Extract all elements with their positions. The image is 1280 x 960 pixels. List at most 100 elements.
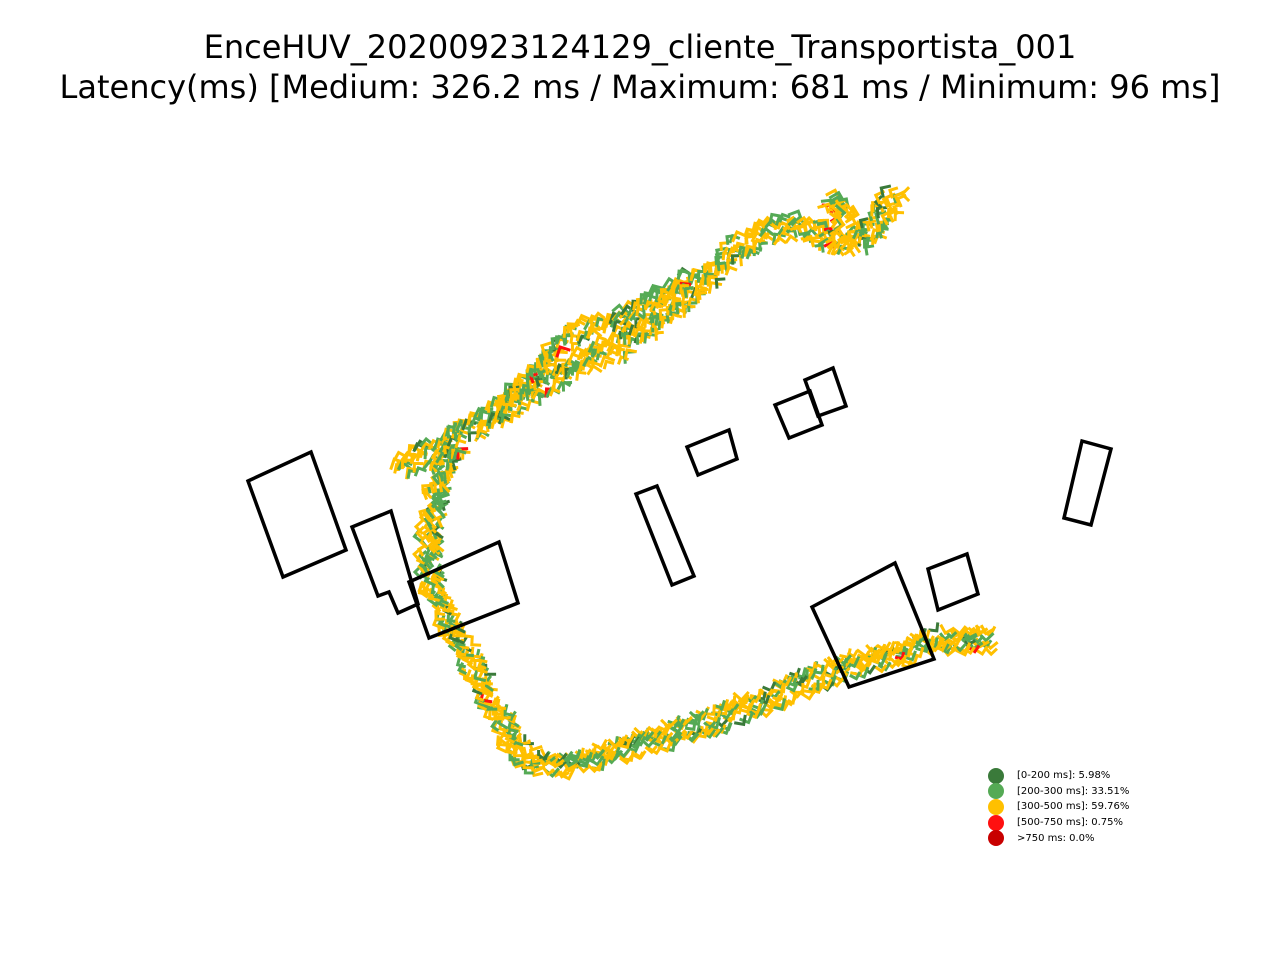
latency-sample-mark bbox=[598, 756, 610, 767]
latency-sample-mark bbox=[706, 274, 718, 287]
latency-sample-mark bbox=[734, 241, 745, 251]
latency-sample-mark bbox=[662, 294, 676, 306]
latency-sample-mark bbox=[492, 695, 502, 709]
latency-sample-mark bbox=[799, 688, 817, 701]
legend-label: [0-200 ms]: 5.98% bbox=[1017, 770, 1111, 782]
latency-sample-mark bbox=[758, 241, 768, 252]
latency-sample-mark bbox=[979, 624, 995, 636]
legend-item: [200-300 ms]: 33.51% bbox=[988, 783, 1130, 800]
latency-sample-mark bbox=[890, 644, 904, 654]
latency-sample-mark bbox=[454, 438, 467, 449]
latency-sample-mark bbox=[811, 239, 823, 251]
latency-sample-mark bbox=[731, 244, 742, 254]
latency-sample-mark bbox=[509, 387, 521, 400]
vehicle-track bbox=[389, 184, 999, 781]
latency-sample-mark bbox=[731, 230, 748, 243]
latency-sample-mark bbox=[669, 312, 683, 325]
latency-sample-mark bbox=[518, 747, 534, 759]
legend-dot-icon bbox=[988, 783, 1004, 800]
latency-sample-mark bbox=[758, 226, 775, 238]
latency-sample-mark bbox=[467, 411, 482, 424]
latency-sample-mark bbox=[416, 543, 427, 557]
latency-sample-mark bbox=[482, 707, 494, 722]
latency-sample-mark bbox=[858, 217, 869, 229]
latency-sample-mark bbox=[467, 431, 479, 442]
latency-sample-mark bbox=[808, 679, 820, 691]
latency-sample-mark bbox=[612, 310, 628, 322]
latency-sample-mark bbox=[648, 300, 664, 312]
latency-sample-mark bbox=[558, 750, 574, 762]
latency-sample-mark bbox=[715, 246, 727, 261]
latency-sample-mark bbox=[687, 713, 702, 726]
latency-sample-mark bbox=[849, 671, 862, 681]
latency-sample-mark bbox=[793, 683, 805, 695]
latency-sample-mark bbox=[516, 400, 530, 412]
latency-sample-mark bbox=[525, 376, 538, 390]
legend-label: [500-750 ms]: 0.75% bbox=[1017, 817, 1124, 829]
latency-sample-mark bbox=[676, 269, 688, 280]
legend-label: [200-300 ms]: 33.51% bbox=[1017, 785, 1130, 797]
latency-sample-mark bbox=[876, 641, 892, 653]
latency-sample-mark bbox=[448, 599, 458, 611]
latency-sample-mark bbox=[446, 613, 456, 623]
latency-sample-mark bbox=[813, 664, 825, 675]
latency-sample-mark bbox=[561, 380, 573, 392]
latency-sample-mark bbox=[761, 219, 776, 229]
latency-sample-mark bbox=[641, 304, 654, 317]
latency-sample-mark bbox=[633, 750, 647, 760]
latency-sample-mark bbox=[757, 232, 774, 244]
latency-sample-mark bbox=[484, 400, 498, 411]
latency-sample-mark bbox=[684, 720, 697, 731]
latency-sample-mark bbox=[540, 340, 554, 357]
latency-sample-mark bbox=[621, 750, 635, 763]
legend-label: [300-500 ms]: 59.76% bbox=[1017, 801, 1130, 813]
latency-sample-mark bbox=[572, 318, 586, 329]
latency-sample-mark bbox=[680, 730, 694, 741]
latency-sample-mark bbox=[580, 356, 593, 366]
latency-sample-mark bbox=[778, 676, 793, 687]
latency-sample-mark bbox=[623, 348, 638, 360]
latency-sample-mark bbox=[618, 738, 631, 750]
building-outline bbox=[349, 508, 421, 616]
latency-sample-mark bbox=[847, 230, 857, 240]
building-outline bbox=[633, 483, 697, 588]
latency-sample-mark bbox=[728, 233, 741, 244]
latency-sample-mark bbox=[971, 626, 987, 638]
latency-sample-mark bbox=[490, 719, 500, 732]
latency-sample-mark bbox=[473, 666, 487, 683]
latency-sample-mark bbox=[561, 760, 580, 774]
latency-sample-mark bbox=[816, 659, 831, 671]
building-outline bbox=[772, 388, 825, 441]
latency-sample-mark bbox=[594, 335, 607, 346]
latency-sample-mark bbox=[425, 503, 437, 520]
latency-sample-mark bbox=[858, 227, 870, 237]
building-outline bbox=[809, 560, 937, 690]
building-outline bbox=[245, 449, 349, 580]
latency-sample-mark bbox=[719, 241, 729, 251]
latency-sample-mark bbox=[619, 755, 634, 766]
latency-sample-mark bbox=[596, 343, 608, 354]
latency-sample-mark bbox=[412, 461, 424, 473]
latency-sample-mark bbox=[873, 195, 883, 209]
latency-sample-mark bbox=[524, 387, 537, 402]
latency-sample-mark bbox=[787, 216, 803, 227]
latency-sample-mark bbox=[574, 316, 590, 328]
latency-sample-mark bbox=[644, 744, 658, 755]
latency-sample-mark bbox=[450, 457, 462, 471]
latency-sample-mark bbox=[949, 628, 963, 639]
latency-sample-mark bbox=[435, 489, 446, 503]
latency-sample-mark bbox=[576, 764, 591, 774]
latency-sample-mark bbox=[802, 236, 816, 248]
latency-sample-mark bbox=[785, 682, 799, 693]
latency-sample-mark bbox=[850, 664, 864, 677]
latency-sample-mark bbox=[615, 347, 626, 357]
latency-sample-mark bbox=[585, 327, 603, 340]
building-outline bbox=[925, 551, 981, 613]
latency-sample-mark bbox=[619, 304, 637, 316]
latency-sample-mark bbox=[670, 276, 686, 290]
legend-label: >750 ms: 0.0% bbox=[1017, 832, 1095, 844]
latency-sample-mark bbox=[455, 656, 467, 669]
latency-sample-mark bbox=[506, 719, 519, 734]
latency-sample-mark bbox=[706, 709, 722, 723]
legend-item: [300-500 ms]: 59.76% bbox=[988, 798, 1130, 815]
